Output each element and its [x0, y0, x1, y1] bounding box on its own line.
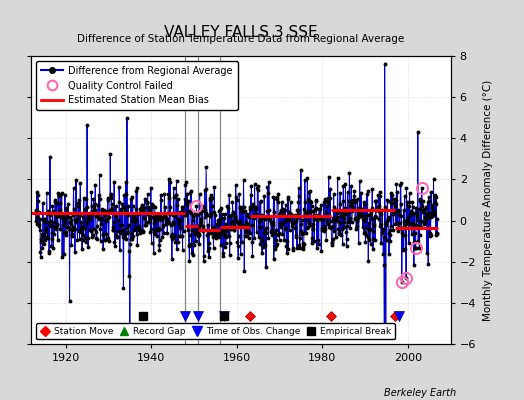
- Text: Difference of Station Temperature Data from Regional Average: Difference of Station Temperature Data f…: [78, 34, 405, 44]
- Y-axis label: Monthly Temperature Anomaly Difference (°C): Monthly Temperature Anomaly Difference (…: [483, 79, 493, 321]
- Title: VALLEY FALLS 3 SSE: VALLEY FALLS 3 SSE: [164, 24, 318, 40]
- Text: Berkeley Earth: Berkeley Earth: [384, 388, 456, 398]
- Legend: Station Move, Record Gap, Time of Obs. Change, Empirical Break: Station Move, Record Gap, Time of Obs. C…: [36, 323, 395, 340]
